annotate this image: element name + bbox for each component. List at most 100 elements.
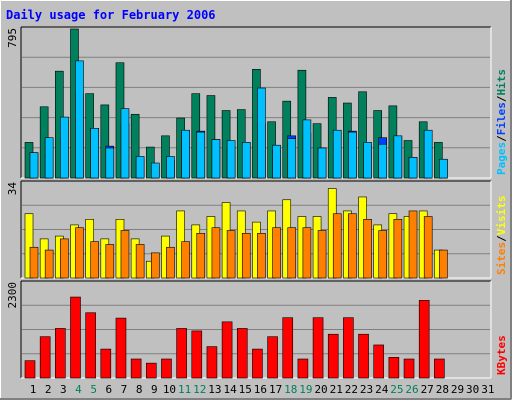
x-tick-label-day-17: 17 xyxy=(269,383,282,396)
legend-part: Pages xyxy=(495,142,508,175)
x-tick-label-day-11: 11 xyxy=(178,383,191,396)
bar-sites-day-12 xyxy=(196,232,206,279)
bar-pages-day-10 xyxy=(166,156,175,179)
bar-pages-day-4 xyxy=(75,60,84,179)
legend-part: Files xyxy=(495,102,508,135)
bar-pages-day-17 xyxy=(272,144,281,179)
bar-sites-day-21 xyxy=(332,213,342,279)
bar-kbytes-day-9 xyxy=(145,362,157,379)
bar-kbytes-day-21 xyxy=(327,333,339,379)
bar-pages-day-11 xyxy=(181,129,190,179)
bar-pages-day-7 xyxy=(120,108,130,179)
bar-pages-day-22 xyxy=(348,131,357,179)
x-tick-label-day-27: 27 xyxy=(421,383,434,396)
bar-sites-day-3 xyxy=(60,238,69,279)
series-legend-label: Sites/Visits xyxy=(495,196,508,276)
bar-visits-day-1 xyxy=(24,213,34,279)
bar-sites-day-22 xyxy=(348,213,357,279)
bar-sites-day-20 xyxy=(317,230,327,279)
bar-pages-day-25 xyxy=(393,135,403,179)
x-tick-label-day-4: 4 xyxy=(75,383,82,396)
bar-kbytes-day-22 xyxy=(343,317,354,379)
bar-kbytes-day-13 xyxy=(206,346,218,379)
x-tick-label-day-5: 5 xyxy=(90,383,97,396)
bar-kbytes-day-20 xyxy=(312,317,324,379)
bar-sites-day-4 xyxy=(75,227,84,279)
x-axis-labels: 1 2 3 4 5 6 7 8 9 10 11 12 13 14 15 16 17 18 19 20 21 22 23 24 2… xyxy=(30,383,495,396)
x-tick-label-day-18: 18 xyxy=(284,383,297,396)
x-tick-label-day-10: 10 xyxy=(163,383,176,396)
bar-hits-day-6 xyxy=(100,104,110,179)
chart-title: Daily usage for February 2006 xyxy=(6,8,216,22)
bar-kbytes-day-6 xyxy=(100,348,112,379)
bar-pages-day-23 xyxy=(363,142,372,179)
x-tick-label-day-8: 8 xyxy=(136,383,143,396)
bar-kbytes-day-1 xyxy=(24,360,36,379)
legend-part: / xyxy=(495,95,508,102)
x-tick-label-day-2: 2 xyxy=(45,383,52,396)
bar-sites-day-5 xyxy=(90,241,99,279)
bar-kbytes-day-10 xyxy=(161,358,172,379)
bar-pages-day-14 xyxy=(226,140,236,179)
legend-part: Sites xyxy=(495,242,508,275)
bar-kbytes-day-7 xyxy=(115,317,127,379)
bar-kbytes-day-18 xyxy=(282,317,294,379)
bar-kbytes-day-27 xyxy=(418,300,430,379)
bar-pages-day-26 xyxy=(408,157,418,179)
bar-pages-day-3 xyxy=(60,116,69,179)
bar-kbytes-day-25 xyxy=(388,357,400,379)
bar-kbytes-day-15 xyxy=(236,328,248,379)
bar-sites-day-19 xyxy=(302,227,312,279)
bar-kbytes-day-16 xyxy=(252,348,263,379)
bar-kbytes-day-4 xyxy=(70,296,81,379)
bar-sites-day-18 xyxy=(287,227,297,279)
bar-kbytes-day-11 xyxy=(176,328,187,379)
bar-sites-day-1 xyxy=(29,246,39,279)
x-tick-label-day-3: 3 xyxy=(60,383,67,396)
bar-sites-day-26 xyxy=(408,210,418,279)
bar-sites-day-24 xyxy=(378,230,388,279)
x-tick-label-day-20: 20 xyxy=(314,383,327,396)
bar-pages-day-12 xyxy=(196,131,206,179)
x-tick-label-day-23: 23 xyxy=(360,383,373,396)
bar-pages-day-15 xyxy=(241,142,251,179)
x-tick-label-day-31: 31 xyxy=(481,383,494,396)
x-tick-label-day-12: 12 xyxy=(193,383,206,396)
x-tick-label-day-22: 22 xyxy=(345,383,358,396)
bar-sites-day-10 xyxy=(166,246,175,279)
y-max-label: 34 xyxy=(6,182,19,196)
bar-hits-day-9 xyxy=(145,146,155,179)
bar-pages-day-1 xyxy=(29,152,39,179)
x-tick-label-day-28: 28 xyxy=(436,383,449,396)
x-tick-label-day-16: 16 xyxy=(254,383,267,396)
bar-pages-day-16 xyxy=(257,87,266,179)
y-max-label: 2300 xyxy=(6,282,19,309)
bar-sites-day-15 xyxy=(241,232,251,279)
x-tick-label-day-13: 13 xyxy=(208,383,221,396)
x-tick-label-day-25: 25 xyxy=(390,383,403,396)
bar-kbytes-day-12 xyxy=(191,330,203,379)
bar-pages-day-28 xyxy=(439,158,448,179)
bar-sites-day-9 xyxy=(150,252,160,279)
x-tick-label-day-9: 9 xyxy=(151,383,158,396)
legend-part: / xyxy=(495,135,508,142)
x-tick-label-day-15: 15 xyxy=(239,383,252,396)
bar-pages-day-9 xyxy=(150,162,160,179)
bar-pages-day-21 xyxy=(332,129,342,179)
bar-pages-day-6 xyxy=(105,147,115,179)
x-tick-label-day-7: 7 xyxy=(121,383,128,396)
bar-kbytes-day-19 xyxy=(297,358,309,379)
bar-hits-day-23 xyxy=(358,91,367,179)
bar-pages-day-13 xyxy=(211,139,221,179)
series-legend-label: KBytes xyxy=(495,335,508,375)
bar-hits-day-13 xyxy=(206,95,216,179)
legend-part: Hits xyxy=(495,69,508,96)
y-max-label: 795 xyxy=(6,28,19,48)
legend-part: KBytes xyxy=(495,335,508,375)
bar-sites-day-11 xyxy=(181,241,190,279)
bar-sites-day-6 xyxy=(105,244,115,279)
bar-sites-day-17 xyxy=(272,227,281,279)
legend-part: / xyxy=(495,235,508,242)
